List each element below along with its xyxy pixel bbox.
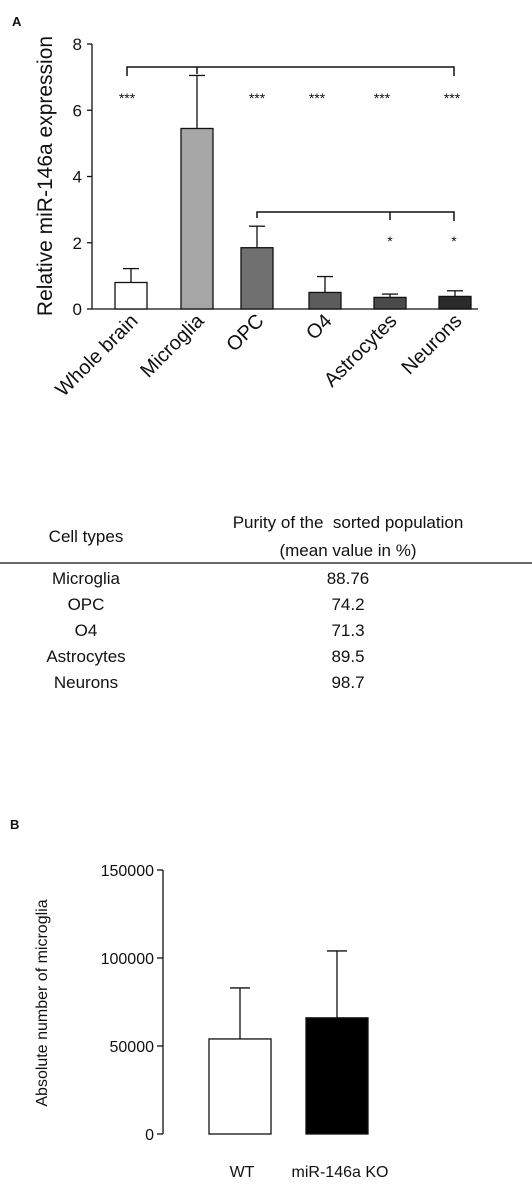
significance-bracket-microglia [126, 66, 455, 76]
bar-mir-146a-ko [305, 1017, 369, 1135]
bar-neurons [438, 295, 472, 310]
significance-stars: *** [119, 90, 136, 106]
chart-a-y-tick-label: 2 [73, 234, 82, 253]
x-tick-label-neurons: Neurons [398, 310, 467, 379]
x-tick-label-whole-brain: Whole brain [52, 310, 143, 401]
significance-star: * [387, 233, 393, 249]
significance-bracket-opc [256, 211, 455, 221]
significance-stars: *** [374, 90, 391, 106]
bar-opc [240, 247, 274, 310]
table-cell-purity-astrocytes: 89.5 [331, 647, 364, 666]
bar-microglia [180, 127, 214, 310]
purity-table: Cell types Purity of the sorted populati… [0, 513, 532, 692]
bar-o4 [308, 291, 342, 310]
table-cell-purity-neurons: 98.7 [331, 673, 364, 692]
chart-b-y-tick-label: 150000 [101, 863, 154, 880]
bar-whole-brain [114, 281, 148, 310]
table-cell-type-neurons: Neurons [54, 673, 118, 692]
chart-a-relative-expression: Relative miR-146a expression 0 2 4 6 8 Whole … [34, 35, 478, 401]
x-tick-label-mir-146a-ko: miR-146a KO [292, 1164, 389, 1181]
table-cell-type-o4: O4 [75, 621, 98, 640]
chart-a-y-tick-label: 6 [73, 101, 82, 120]
bar-wt [208, 1038, 272, 1135]
significance-stars: *** [444, 90, 461, 106]
chart-a-y-axis-label: Relative miR-146a expression [34, 36, 57, 316]
chart-b-y-axis-label: Absolute number of microglia [34, 899, 51, 1106]
bar-astrocytes [373, 296, 407, 310]
chart-b-y-tick-label: 50000 [110, 1039, 155, 1056]
table-header-mean-value: (mean value in %) [279, 541, 416, 560]
panel-b-label: B [10, 817, 19, 832]
table-cell-type-microglia: Microglia [52, 569, 121, 588]
chart-b-y-tick-label: 100000 [101, 951, 154, 968]
chart-b-microglia-count: Absolute number of microglia 0 50000 10000… [34, 863, 388, 1181]
table-cell-type-astrocytes: Astrocytes [46, 647, 125, 666]
table-header-cell-types: Cell types [49, 527, 124, 546]
significance-stars: *** [309, 90, 326, 106]
chart-a-y-tick-label: 0 [73, 300, 82, 319]
table-cell-purity-opc: 74.2 [331, 595, 364, 614]
x-tick-label-wt: WT [230, 1164, 255, 1181]
x-tick-label-opc: OPC [222, 310, 268, 356]
chart-b-y-tick-label: 0 [145, 1127, 154, 1144]
x-tick-label-o4: O4 [302, 310, 336, 344]
significance-stars: *** [249, 90, 266, 106]
table-cell-purity-o4: 71.3 [331, 621, 364, 640]
chart-a-y-tick-label: 8 [73, 35, 82, 54]
panel-a-label: A [12, 14, 22, 29]
significance-star: * [451, 233, 457, 249]
table-cell-purity-microglia: 88.76 [327, 569, 370, 588]
table-cell-type-opc: OPC [68, 595, 105, 614]
x-tick-label-microglia: Microglia [136, 309, 209, 382]
table-header-purity: Purity of the sorted population [233, 513, 464, 532]
chart-a-y-tick-label: 4 [73, 168, 82, 187]
